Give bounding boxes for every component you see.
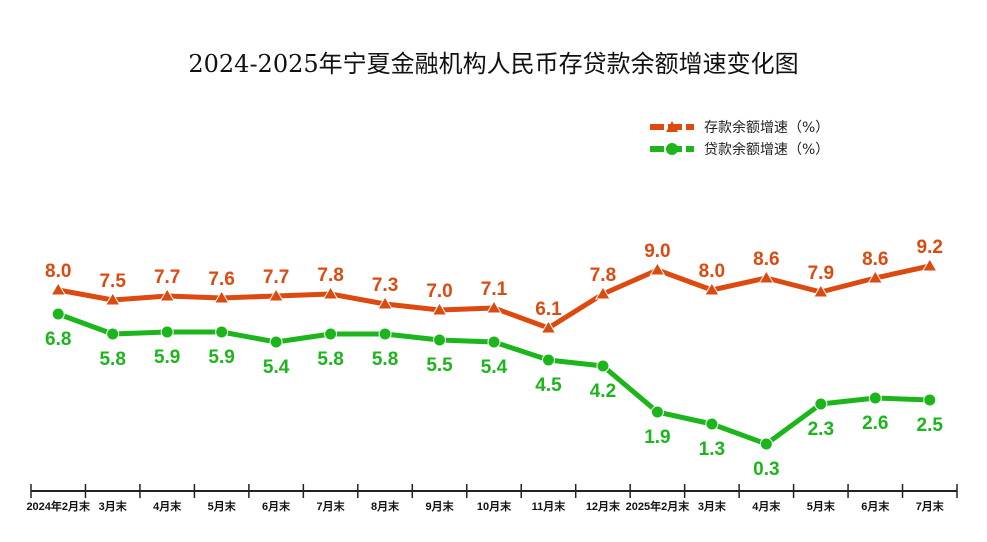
data-label: 5.4 <box>481 357 508 378</box>
data-label: 8.0 <box>699 261 725 282</box>
data-label: 4.5 <box>535 375 562 396</box>
data-label: 5.8 <box>372 349 398 370</box>
data-point <box>921 258 938 272</box>
x-tick-label: 4月末 <box>153 499 182 513</box>
data-label: 7.6 <box>208 269 234 290</box>
x-tick-label: 12月末 <box>586 499 621 513</box>
data-point <box>486 300 502 314</box>
data-label: 8.6 <box>862 249 888 270</box>
data-point <box>758 270 775 284</box>
x-tick-label: 8月末 <box>371 499 400 513</box>
x-tick-label: 7月末 <box>317 499 346 513</box>
data-label: 7.3 <box>372 275 398 296</box>
data-point <box>269 335 283 349</box>
data-label: 5.9 <box>208 347 234 368</box>
x-tick-label: 11月末 <box>532 499 567 513</box>
data-label: 7.8 <box>317 265 343 286</box>
data-label: 1.3 <box>699 439 725 460</box>
data-point <box>814 397 828 411</box>
x-tick-label: 2025年2月末 <box>626 499 691 513</box>
legend-item-loan: 贷款余额增速（%） <box>648 139 829 159</box>
data-point <box>268 288 284 302</box>
x-tick-label: 2024年2月末 <box>26 499 91 513</box>
data-point <box>541 353 555 367</box>
data-point <box>159 288 176 302</box>
data-point <box>104 292 121 306</box>
data-point <box>649 262 666 276</box>
legend-label: 存款余额增速（%） <box>704 120 830 136</box>
data-label: 7.9 <box>808 263 834 284</box>
data-label: 9.0 <box>644 241 670 262</box>
data-label: 7.1 <box>481 279 508 300</box>
data-label: 5.4 <box>263 357 290 378</box>
data-label: 7.7 <box>263 267 289 288</box>
x-tick-label: 5月末 <box>807 499 836 513</box>
data-point <box>378 327 392 341</box>
data-label: 7.7 <box>154 267 180 288</box>
data-point <box>650 405 664 419</box>
x-tick-label: 5月末 <box>208 499 237 513</box>
data-label: 7.0 <box>426 281 452 302</box>
data-label: 4.2 <box>590 381 616 402</box>
legend-item-deposit: 存款余额增速（%） <box>648 117 829 137</box>
data-point <box>215 325 229 339</box>
chart-title: 2024-2025年宁夏金融机构人民币存贷款余额增速变化图 <box>188 50 799 78</box>
data-point <box>377 296 393 310</box>
series-line-1 <box>57 311 930 447</box>
data-point <box>868 391 882 405</box>
data-label: 0.3 <box>753 459 779 480</box>
triangle-marker-icon <box>650 121 694 132</box>
circle-marker-icon <box>650 143 694 155</box>
data-point <box>923 393 937 407</box>
x-tick-label: 4月末 <box>752 499 781 513</box>
x-tick-label: 3月末 <box>698 499 727 513</box>
legend-label: 贷款余额增速（%） <box>704 142 830 158</box>
data-point <box>322 286 339 300</box>
data-point <box>867 270 884 284</box>
data-point <box>759 437 773 451</box>
data-label: 2.3 <box>808 419 834 440</box>
data-point <box>51 307 65 321</box>
x-tick-label: 7月末 <box>916 499 945 513</box>
data-label: 7.5 <box>99 271 126 292</box>
data-point <box>160 325 174 339</box>
data-label: 6.8 <box>45 329 71 350</box>
data-point <box>596 359 610 373</box>
data-label: 1.9 <box>644 427 670 448</box>
data-label: 8.0 <box>45 261 71 282</box>
x-tick-label: 6月末 <box>262 499 291 513</box>
data-point <box>812 284 829 298</box>
data-label: 2.5 <box>917 415 944 436</box>
data-label: 6.1 <box>535 299 562 320</box>
data-point <box>106 327 120 341</box>
x-tick-label: 10月末 <box>477 499 512 513</box>
data-point <box>213 290 230 304</box>
data-point <box>705 417 719 431</box>
data-point <box>50 282 67 296</box>
data-label: 8.6 <box>753 249 779 270</box>
data-label: 7.8 <box>590 265 616 286</box>
data-point <box>431 302 448 316</box>
data-label: 5.5 <box>426 355 453 376</box>
data-point <box>487 335 501 349</box>
data-label: 9.2 <box>917 237 943 258</box>
data-label: 5.8 <box>317 349 343 370</box>
data-label: 5.8 <box>99 349 125 370</box>
data-label: 2.6 <box>862 413 888 434</box>
x-tick-label: 3月末 <box>99 499 128 513</box>
data-label: 5.9 <box>154 347 180 368</box>
data-point <box>324 327 338 341</box>
data-point <box>704 282 720 296</box>
data-point <box>595 286 611 300</box>
data-point <box>540 320 557 334</box>
x-tick-label: 9月末 <box>425 499 454 513</box>
x-tick-label: 6月末 <box>861 499 890 513</box>
data-point <box>433 333 447 347</box>
